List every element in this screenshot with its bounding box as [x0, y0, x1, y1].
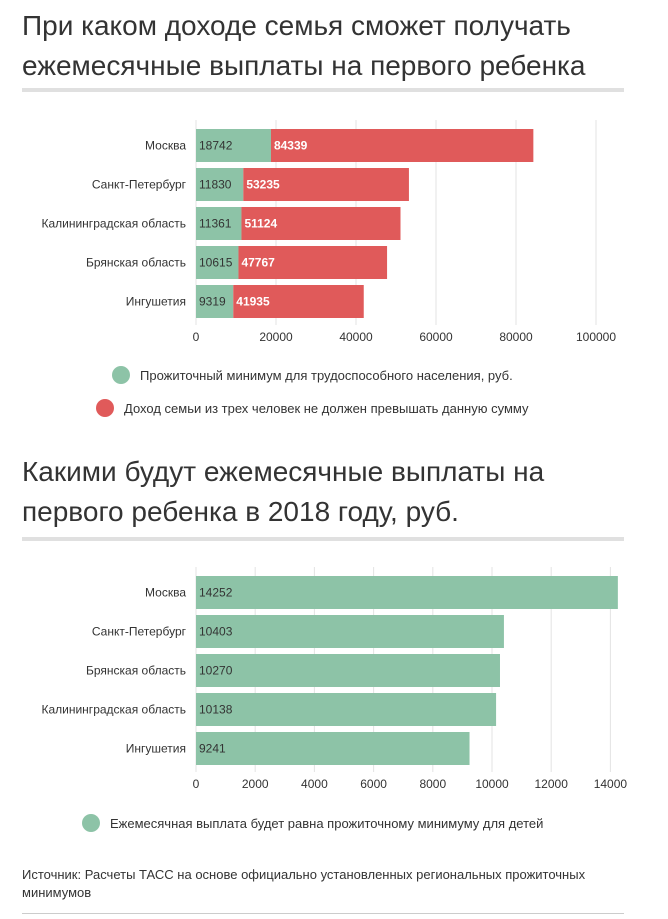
- chart1-legend-label-income: Доход семьи из трех человек не должен пр…: [124, 400, 529, 416]
- category-label: Санкт-Петербург: [92, 625, 187, 639]
- tick-label: 12000: [535, 777, 569, 791]
- tick-label: 100000: [576, 330, 616, 344]
- category-label: Калининградская область: [41, 217, 186, 231]
- data-label: 10615: [199, 256, 233, 270]
- tick-label: 8000: [419, 777, 446, 791]
- data-label: 10403: [199, 625, 233, 639]
- legend-dot-green: [82, 814, 100, 832]
- bar-secondary: [243, 168, 409, 201]
- tick-label: 0: [193, 777, 200, 791]
- tick-label: 10000: [475, 777, 509, 791]
- tick-label: 4000: [301, 777, 328, 791]
- legend-dot-green: [112, 366, 130, 384]
- bottom-rule: [22, 913, 624, 914]
- bar-primary: [196, 129, 271, 162]
- tick-label: 6000: [360, 777, 387, 791]
- data-label: 84339: [274, 139, 308, 153]
- bar-primary: [196, 285, 234, 318]
- bar-secondary: [233, 285, 364, 318]
- chart2-legend: Ежемесячная выплата будет равна прожиточ…: [0, 810, 668, 840]
- chart2-legend-label-payment: Ежемесячная выплата будет равна прожиточ…: [110, 815, 544, 831]
- bar-secondary: [270, 129, 534, 162]
- bar-secondary: [238, 246, 388, 279]
- category-label: Ингушетия: [126, 742, 186, 756]
- chart1-legend-label-subsistence: Прожиточный минимум для трудоспособного …: [140, 367, 513, 383]
- category-label: Ингушетия: [126, 295, 186, 309]
- tick-label: 2000: [242, 777, 269, 791]
- chart1-legend-item-income: Доход семьи из трех человек не должен пр…: [96, 399, 528, 417]
- data-label: 11830: [199, 178, 232, 192]
- data-label: 53235: [246, 178, 280, 192]
- chart2-legend-item-payment: Ежемесячная выплата будет равна прожиточ…: [82, 814, 543, 832]
- tick-label: 14000: [594, 777, 628, 791]
- chart1-legend-item-subsistence: Прожиточный минимум для трудоспособного …: [112, 366, 513, 384]
- bar-primary: [196, 693, 497, 726]
- bar-primary: [196, 615, 504, 648]
- chart1-plot: Москва 18742 84339 Санкт-Петербург 11830 5323…: [41, 120, 616, 344]
- data-label: 9319: [199, 295, 226, 309]
- chart2-title: Какими будут ежемесячные выплаты на перв…: [22, 456, 545, 527]
- bar-primary: [196, 576, 618, 609]
- tick-label: 0: [193, 330, 200, 344]
- category-label: Москва: [145, 139, 186, 153]
- bar-secondary: [241, 207, 401, 240]
- bar-primary: [196, 654, 500, 687]
- data-label: 11361: [199, 217, 232, 231]
- legend-dot-red: [96, 399, 114, 417]
- category-label: Брянская область: [86, 664, 186, 678]
- chart1-title: При каком доходе семья сможет получать е…: [22, 10, 586, 81]
- tick-label: 60000: [419, 330, 453, 344]
- bar-primary: [196, 168, 244, 201]
- data-label: 47767: [241, 256, 275, 270]
- tick-label: 40000: [339, 330, 373, 344]
- category-label: Санкт-Петербург: [92, 178, 187, 192]
- category-label: Брянская область: [86, 256, 186, 270]
- data-label: 10270: [199, 664, 233, 678]
- data-label: 9241: [199, 742, 226, 756]
- data-label: 14252: [199, 586, 233, 600]
- chart2-title-rule: [22, 537, 624, 541]
- source-note: Источник: Расчеты ТАСС на основе официал…: [22, 867, 586, 900]
- chart1-title-rule: [22, 88, 624, 92]
- data-label: 10138: [199, 703, 233, 717]
- data-label: 41935: [236, 295, 270, 309]
- bar-primary: [196, 207, 242, 240]
- category-label: Калининградская область: [41, 703, 186, 717]
- bar-primary: [196, 732, 470, 765]
- chart2-plot: Москва 14252 Санкт-Петербург 10403 Брянская …: [41, 567, 628, 791]
- category-label: Москва: [145, 586, 186, 600]
- chart1-legend: Прожиточный минимум для трудоспособного …: [0, 360, 668, 430]
- data-label: 18742: [199, 139, 233, 153]
- bar-primary: [196, 246, 239, 279]
- tick-label: 80000: [499, 330, 533, 344]
- tick-label: 20000: [259, 330, 293, 344]
- data-label: 51124: [244, 217, 277, 231]
